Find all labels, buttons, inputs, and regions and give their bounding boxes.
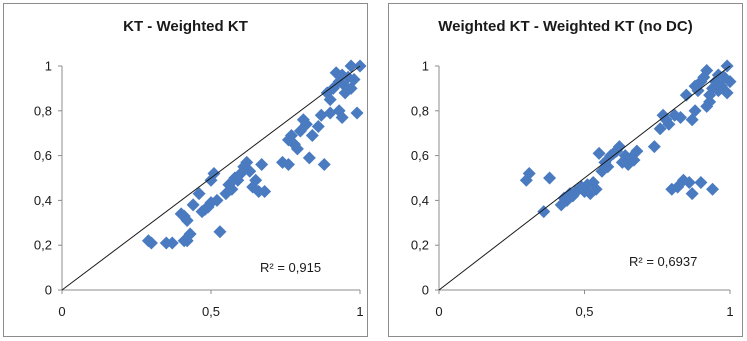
x-tick-label: 0,5 xyxy=(202,304,220,319)
data-point xyxy=(723,75,737,89)
y-tick-label: 0 xyxy=(422,283,429,298)
data-point xyxy=(350,106,364,120)
data-point xyxy=(694,75,708,89)
r-squared-label: R² = 0,6937 xyxy=(629,254,697,269)
data-point xyxy=(311,119,325,133)
chart-left: KT - Weighted KT 0 0,2 0,4 0,6 0,8 1 0 0,5 1 R² =… xyxy=(3,3,368,337)
y-tick-label: 0,4 xyxy=(34,193,52,208)
data-point xyxy=(317,158,331,172)
scatter-plot-left: 0 0,2 0,4 0,6 0,8 1 0 0,5 1 R² = 0,915 xyxy=(34,59,367,319)
data-point xyxy=(706,81,720,95)
data-point xyxy=(225,182,239,196)
y-tick-label: 0,2 xyxy=(34,238,52,253)
data-point xyxy=(323,93,337,107)
data-point xyxy=(610,144,624,158)
data-point xyxy=(592,146,606,160)
data-point xyxy=(249,173,263,187)
data-point xyxy=(290,142,304,156)
data-point xyxy=(685,187,699,201)
data-point xyxy=(281,158,295,172)
data-point xyxy=(595,164,609,178)
data-point xyxy=(144,236,158,250)
x-tick-label: 1 xyxy=(356,304,363,319)
trendline xyxy=(438,65,731,291)
data-point xyxy=(347,72,361,86)
data-point xyxy=(612,140,626,154)
data-point xyxy=(580,178,594,192)
chart-title: Weighted KT - Weighted KT (no DC) xyxy=(438,18,693,35)
data-point xyxy=(314,108,328,122)
data-point xyxy=(703,95,717,109)
data-point xyxy=(688,104,702,118)
y-tick-label: 0,2 xyxy=(411,238,429,253)
data-point xyxy=(323,106,337,120)
y-tick-label: 0,8 xyxy=(34,103,52,118)
data-point xyxy=(255,158,269,172)
data-point xyxy=(213,225,227,239)
data-point xyxy=(630,144,644,158)
data-point xyxy=(662,117,676,131)
data-point xyxy=(243,164,257,178)
data-point xyxy=(186,198,200,212)
data-point xyxy=(647,140,661,154)
trendline xyxy=(61,65,361,291)
data-point xyxy=(210,193,224,207)
data-point xyxy=(537,205,551,219)
data-point xyxy=(302,151,316,165)
x-tick-label: 1 xyxy=(726,304,733,319)
data-point xyxy=(720,59,734,73)
data-point xyxy=(258,184,272,198)
data-point xyxy=(335,111,349,125)
data-point xyxy=(543,171,557,185)
data-point xyxy=(615,155,629,169)
data-point xyxy=(694,175,708,189)
data-point xyxy=(335,68,349,82)
data-point xyxy=(299,117,313,131)
data-point xyxy=(714,79,728,93)
data-point xyxy=(589,182,603,196)
data-point xyxy=(522,167,536,181)
x-tick-label: 0 xyxy=(58,304,65,319)
data-point xyxy=(305,128,319,142)
data-point xyxy=(601,160,615,174)
data-point xyxy=(621,158,635,172)
y-tick-label: 0,4 xyxy=(411,193,429,208)
data-point xyxy=(682,175,696,189)
chart-right: Weighted KT - Weighted KT (no DC) 0 0,2 0,… xyxy=(388,3,743,337)
y-tick-label: 0,8 xyxy=(411,103,429,118)
data-point xyxy=(207,167,221,181)
data-point xyxy=(679,88,693,102)
data-point xyxy=(165,236,179,250)
r-squared-label: R² = 0,915 xyxy=(260,260,321,275)
y-tick-label: 0,6 xyxy=(34,148,52,163)
y-tick-label: 1 xyxy=(45,59,52,74)
data-point xyxy=(685,113,699,127)
data-point xyxy=(653,122,667,136)
data-point xyxy=(174,207,188,221)
x-tick-label: 0,5 xyxy=(575,304,593,319)
x-tick-label: 0 xyxy=(435,304,442,319)
data-point xyxy=(674,111,688,125)
y-tick-label: 0,6 xyxy=(411,148,429,163)
data-point xyxy=(700,63,714,77)
data-point xyxy=(344,59,358,73)
y-tick-label: 0 xyxy=(45,283,52,298)
data-point xyxy=(338,79,352,93)
y-tick-label: 1 xyxy=(422,59,429,74)
scatter-plot-right: 0 0,2 0,4 0,6 0,8 1 0 0,5 1 R² = 0,6937 xyxy=(411,59,737,319)
chart-title: KT - Weighted KT xyxy=(123,18,248,35)
data-point xyxy=(183,227,197,241)
data-point xyxy=(706,182,720,196)
data-point xyxy=(720,86,734,100)
data-point xyxy=(192,187,206,201)
